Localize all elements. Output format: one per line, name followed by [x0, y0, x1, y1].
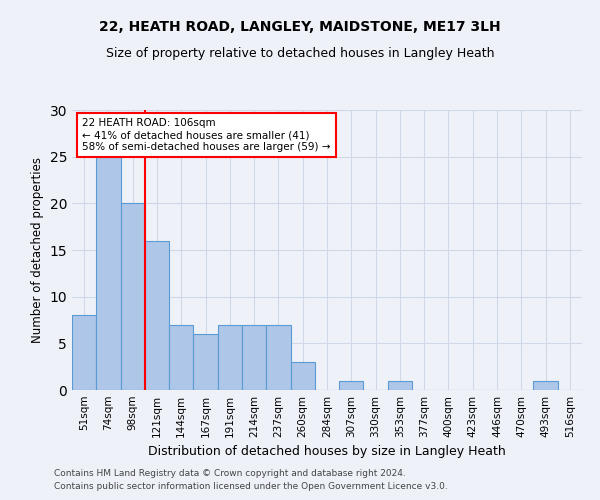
Text: 22 HEATH ROAD: 106sqm
← 41% of detached houses are smaller (41)
58% of semi-deta: 22 HEATH ROAD: 106sqm ← 41% of detached …: [82, 118, 331, 152]
Bar: [290, 362, 315, 390]
Bar: [533, 380, 558, 390]
Text: Contains public sector information licensed under the Open Government Licence v3: Contains public sector information licen…: [54, 482, 448, 491]
Text: Size of property relative to detached houses in Langley Heath: Size of property relative to detached ho…: [106, 48, 494, 60]
Text: 22, HEATH ROAD, LANGLEY, MAIDSTONE, ME17 3LH: 22, HEATH ROAD, LANGLEY, MAIDSTONE, ME17…: [99, 20, 501, 34]
Bar: [266, 324, 290, 390]
Bar: [145, 240, 169, 390]
Text: Contains HM Land Registry data © Crown copyright and database right 2024.: Contains HM Land Registry data © Crown c…: [54, 468, 406, 477]
Bar: [388, 380, 412, 390]
Y-axis label: Number of detached properties: Number of detached properties: [31, 157, 44, 343]
Bar: [96, 156, 121, 390]
Bar: [218, 324, 242, 390]
Bar: [242, 324, 266, 390]
Bar: [339, 380, 364, 390]
Bar: [121, 204, 145, 390]
X-axis label: Distribution of detached houses by size in Langley Heath: Distribution of detached houses by size …: [148, 446, 506, 458]
Bar: [193, 334, 218, 390]
Bar: [72, 316, 96, 390]
Bar: [169, 324, 193, 390]
